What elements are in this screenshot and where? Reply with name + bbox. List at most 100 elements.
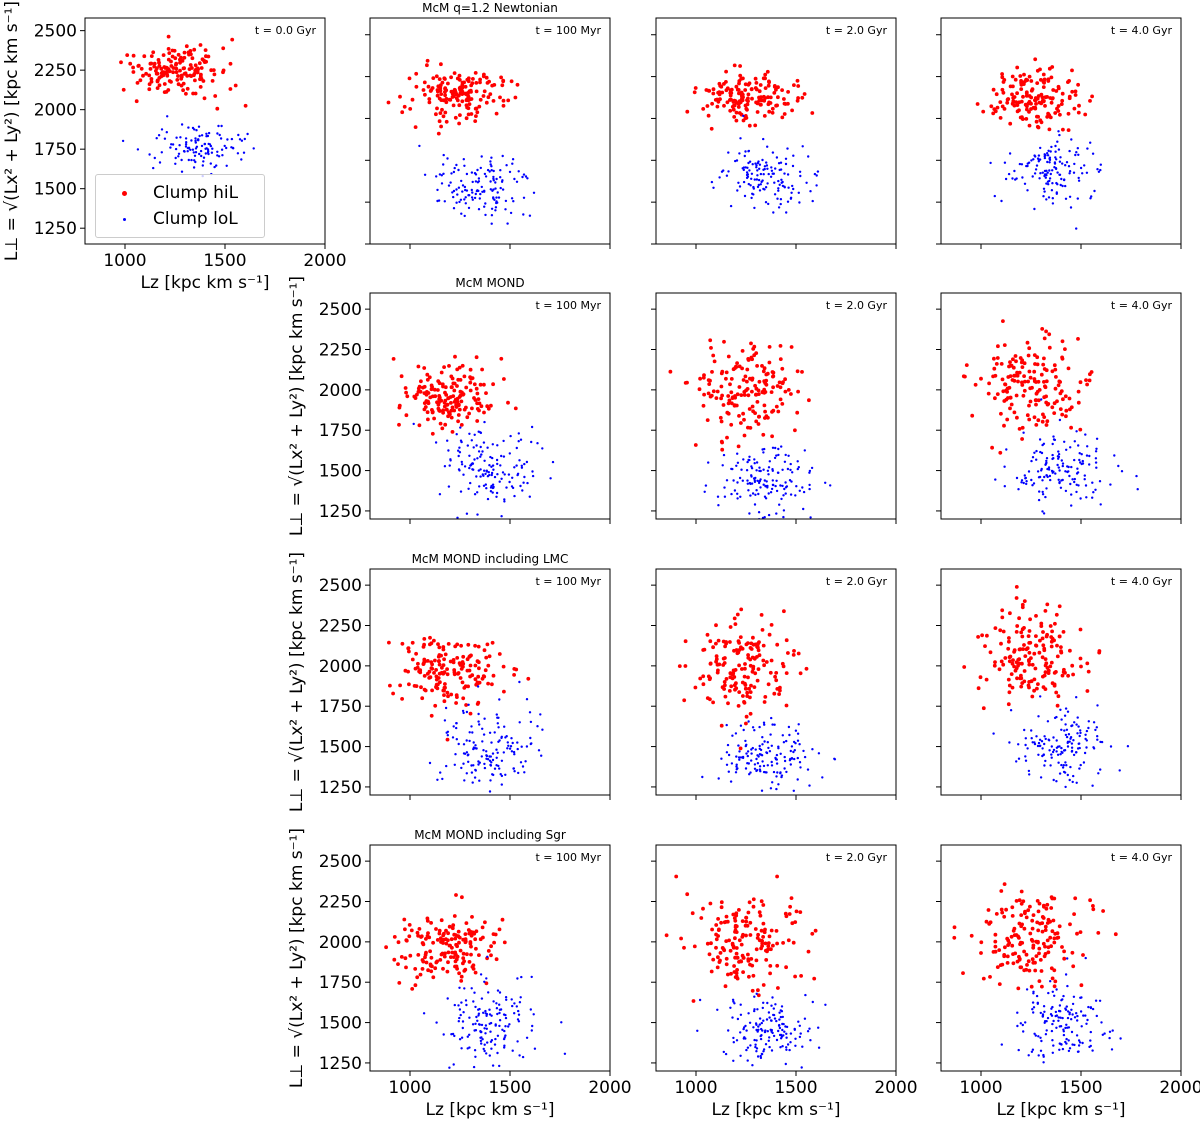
point-hil (125, 53, 130, 57)
point-hil (468, 367, 473, 372)
point-lol (490, 473, 493, 477)
point-hil (775, 103, 779, 108)
point-hil (461, 392, 465, 397)
point-hil (476, 397, 481, 401)
point-lol (1057, 453, 1061, 456)
point-lol (760, 1052, 764, 1056)
point-hil (1020, 605, 1025, 610)
point-hil (1000, 615, 1005, 620)
point-lol (806, 768, 810, 771)
point-lol (121, 139, 125, 143)
point-hil (437, 119, 442, 124)
point-lol (477, 1012, 481, 1015)
point-lol (792, 187, 795, 191)
point-hil (1014, 359, 1018, 364)
legend-label-lol: Clump loL (153, 209, 238, 229)
point-lol (1066, 984, 1069, 988)
point-hil (455, 656, 460, 660)
point-hil (1050, 681, 1055, 686)
point-lol (750, 177, 753, 180)
point-lol (473, 172, 477, 175)
point-hil (739, 607, 744, 612)
point-hil (162, 71, 167, 75)
point-hil (178, 57, 182, 62)
point-hil (1002, 953, 1007, 957)
point-lol (1085, 739, 1089, 742)
point-hil (1050, 96, 1055, 101)
point-lol (477, 1023, 481, 1026)
point-hil (1017, 100, 1022, 105)
point-hil (228, 61, 233, 66)
point-lol (1079, 497, 1082, 500)
point-hil (1030, 87, 1035, 92)
point-lol (1023, 182, 1027, 185)
point-lol (756, 1008, 759, 1011)
point-lol (731, 1016, 734, 1019)
point-lol (1070, 1008, 1073, 1011)
point-hil (449, 408, 454, 413)
point-lol (1061, 462, 1065, 465)
point-lol (785, 1046, 788, 1049)
point-hil (448, 412, 452, 417)
point-hil (155, 71, 160, 76)
point-lol (1073, 162, 1076, 166)
point-hil (1035, 362, 1040, 367)
point-lol (787, 454, 790, 457)
point-lol (763, 165, 767, 168)
point-hil (692, 944, 697, 949)
point-hil (486, 949, 491, 953)
point-lol (1062, 1028, 1065, 1031)
point-hil (994, 92, 999, 97)
point-lol (520, 466, 524, 469)
point-hil (1052, 936, 1057, 941)
point-lol (780, 178, 783, 181)
point-hil (1052, 984, 1057, 989)
point-lol (815, 184, 818, 187)
point-lol (477, 712, 480, 716)
point-hil (439, 653, 443, 658)
point-hil (1015, 676, 1019, 681)
point-lol (758, 744, 761, 748)
point-lol (449, 459, 452, 462)
point-lol (472, 1000, 475, 1003)
point-hil (447, 364, 451, 368)
point-hil (1071, 964, 1076, 969)
point-lol (1088, 463, 1091, 466)
point-lol (1073, 1043, 1076, 1047)
point-lol (747, 161, 750, 165)
point-lol (777, 187, 780, 190)
point-hil (754, 351, 759, 355)
point-hil (446, 960, 450, 965)
point-lol (751, 163, 754, 166)
point-hil (181, 88, 186, 93)
point-lol (1053, 994, 1056, 997)
point-hil (1001, 90, 1006, 95)
point-lol (518, 1054, 521, 1057)
point-lol (428, 761, 432, 765)
point-hil (995, 356, 1000, 360)
point-hil (740, 349, 745, 353)
point-lol (491, 752, 495, 755)
point-lol (738, 750, 741, 753)
point-hil (747, 123, 752, 128)
point-hil (468, 654, 472, 659)
point-hil (731, 912, 736, 917)
point-hil (413, 125, 418, 129)
point-hil (783, 389, 788, 394)
point-lol (1086, 1018, 1089, 1022)
point-hil (748, 376, 752, 381)
point-lol (551, 460, 555, 464)
point-lol (1050, 145, 1053, 149)
y-axis-label: L⊥ = √(Lx² + Ly²) [kpc km s⁻¹] (287, 276, 307, 536)
point-hil (1050, 976, 1055, 981)
x-axis-label: Lz [kpc km s⁻¹] (997, 1100, 1126, 1120)
point-lol (800, 1066, 803, 1069)
point-hil (1028, 931, 1033, 936)
point-lol (490, 165, 493, 168)
point-hil (473, 643, 477, 648)
point-lol (1000, 1043, 1003, 1046)
point-lol (1126, 745, 1130, 748)
point-hil (448, 98, 453, 102)
panel-0-2: t = 2.0 Gyr (651, 17, 897, 249)
point-hil (1036, 909, 1041, 914)
